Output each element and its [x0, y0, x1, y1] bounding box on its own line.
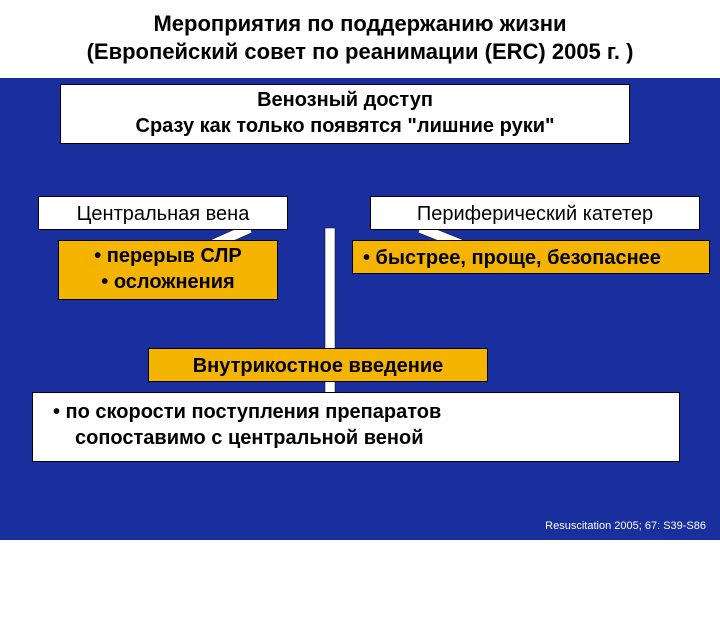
citation-text: Resuscitation 2005; 67: S39-S86 [545, 520, 706, 532]
top-box-line1: Венозный доступ [61, 87, 629, 113]
mid-yellow-text: Внутрикостное введение [193, 355, 444, 377]
left-header-box: Центральная вена [38, 196, 288, 230]
right-header-box: Периферический катетер [370, 196, 700, 230]
bottom-box: • по скорости поступления препаратов соп… [32, 392, 680, 462]
right-bullets-box: • быстрее, проще, безопаснее [352, 240, 710, 274]
top-box-line2: Сразу как только появятся "лишние руки" [61, 113, 629, 139]
right-header-text: Периферический катетер [417, 203, 653, 225]
top-venous-access-box: Венозный доступ Сразу как только появятс… [60, 84, 630, 144]
mid-yellow-box: Внутрикостное введение [148, 348, 488, 382]
left-bullets-box: • перерыв СЛР • осложнения [58, 240, 278, 300]
left-bullet-1: • перерыв СЛР [59, 243, 277, 269]
title-line-2: (Европейский совет по реанимации (ERC) 2… [20, 38, 700, 66]
left-bullet-2: • осложнения [59, 269, 277, 295]
bottom-line-1: • по скорости поступления препаратов [53, 399, 679, 425]
title-line-1: Мероприятия по поддержанию жизни [20, 10, 700, 38]
bottom-line-2: сопоставимо с центральной веной [53, 425, 679, 451]
left-header-text: Центральная вена [77, 203, 250, 225]
slide-title: Мероприятия по поддержанию жизни (Европе… [0, 0, 720, 78]
right-bullet-1: • быстрее, проще, безопаснее [353, 245, 709, 271]
slide-root: Мероприятия по поддержанию жизни (Европе… [0, 0, 720, 540]
